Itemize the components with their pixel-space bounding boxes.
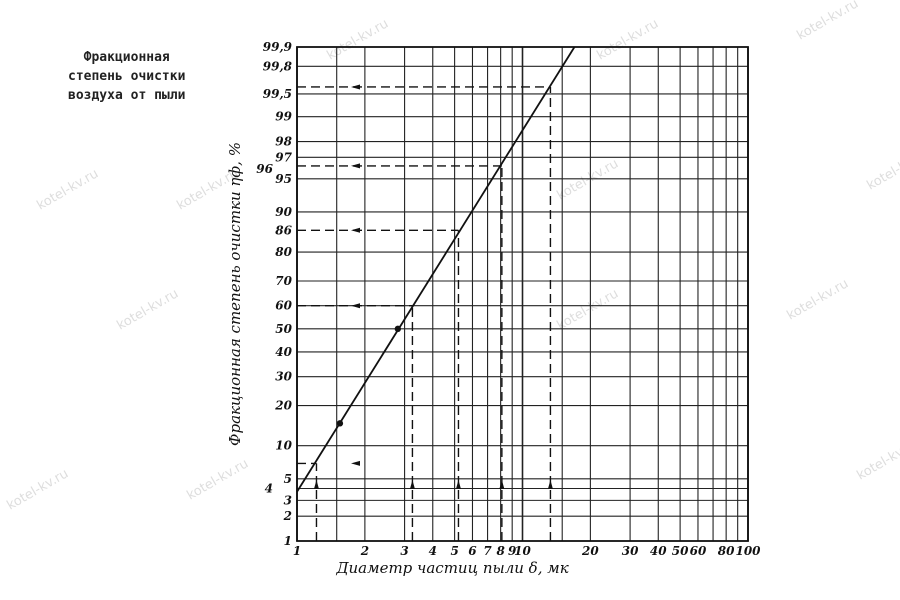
- arrow-left-icon: [351, 303, 360, 309]
- y-tick-label: 10: [275, 439, 292, 453]
- x-tick-label: 20: [581, 544, 599, 558]
- y-tick-label: 50: [275, 322, 292, 336]
- arrow-left-icon: [351, 84, 360, 90]
- y-tick-label: 80: [275, 245, 292, 259]
- y-tick-label: 96: [256, 162, 273, 176]
- x-tick-label: 3: [400, 544, 408, 558]
- x-tick-label: 6: [468, 544, 477, 558]
- y-tick-label: 40: [275, 345, 292, 359]
- x-tick-label: 50: [672, 544, 689, 558]
- chart-title: Фракционная степень очистки воздуха от п…: [68, 48, 185, 105]
- watermark-text: kotel-kv.ru: [865, 146, 900, 193]
- watermark-text: kotel-kv.ru: [795, 0, 862, 43]
- arrow-left-icon: [351, 163, 360, 169]
- x-tick-label: 1: [293, 544, 301, 558]
- watermark-text: kotel-kv.ru: [325, 16, 392, 63]
- y-tick-label: 3: [284, 493, 292, 507]
- arrow-up-icon: [455, 480, 461, 489]
- y-tick-label: 30: [275, 370, 292, 384]
- series-line: [296, 46, 576, 493]
- y-tick-label: 4: [265, 481, 273, 495]
- watermark-text: kotel-kv.ru: [595, 16, 662, 63]
- y-tick-label: 86: [275, 223, 292, 237]
- x-tick-label: 7: [483, 544, 492, 558]
- y-tick-label: 5: [284, 472, 292, 486]
- x-tick-label: 2: [360, 544, 369, 558]
- y-axis-label: Фракционная степень очистки ηф, %: [226, 142, 244, 446]
- x-tick-label: 4: [429, 544, 437, 558]
- watermark-text: kotel-kv.ru: [115, 286, 182, 333]
- title-line: воздуха от пыли: [68, 88, 186, 103]
- y-tick-label: 1: [284, 534, 292, 548]
- watermark-text: kotel-kv.ru: [35, 166, 102, 213]
- arrow-left-icon: [351, 460, 360, 466]
- y-tick-label: 70: [275, 274, 292, 288]
- x-tick-label: 10: [514, 544, 531, 558]
- arrow-left-icon: [351, 227, 360, 233]
- x-axis-label: Диаметр частиц пыли δ, мк: [335, 559, 568, 577]
- y-tick-label: 99,8: [263, 59, 293, 73]
- y-tick-label: 99,9: [263, 40, 293, 54]
- y-tick-label: 20: [274, 399, 292, 413]
- x-tick-label: 100: [735, 544, 761, 558]
- watermark-text: kotel-kv.ru: [555, 156, 622, 203]
- x-tick-label: 30: [622, 544, 639, 558]
- y-tick-label: 2: [283, 509, 292, 523]
- y-tick-label: 60: [275, 299, 292, 313]
- arrow-up-icon: [313, 480, 319, 489]
- title-line: степень очистки: [68, 69, 186, 84]
- watermark-text: kotel-kv.ru: [555, 286, 622, 333]
- watermark-text: kotel-kv.ru: [5, 466, 72, 513]
- y-tick-label: 99: [275, 110, 292, 124]
- x-tick-label: 40: [650, 544, 667, 558]
- arrow-up-icon: [547, 480, 553, 489]
- x-tick-label: 60: [690, 544, 707, 558]
- x-tick-label: 8: [496, 544, 505, 558]
- title-line: Фракционная: [83, 50, 170, 65]
- plot-frame: [296, 46, 749, 542]
- x-tick-label: 9: [508, 544, 517, 558]
- x-tick-label: 5: [450, 544, 458, 558]
- arrow-up-icon: [499, 480, 505, 489]
- y-tick-label: 95: [275, 172, 292, 186]
- data-point: [336, 420, 344, 427]
- watermark-text: kotel-kv.ru: [785, 276, 852, 323]
- x-tick-label: 80: [718, 544, 735, 558]
- watermark-text: kotel-kv.ru: [855, 436, 900, 483]
- arrow-up-icon: [409, 480, 415, 489]
- y-tick-label: 97: [275, 150, 292, 164]
- y-tick-label: 98: [275, 135, 292, 149]
- y-tick-label: 99,5: [263, 87, 292, 101]
- y-tick-label: 90: [275, 205, 292, 219]
- data-point: [394, 325, 402, 333]
- watermark-text: kotel-kv.ru: [185, 456, 252, 503]
